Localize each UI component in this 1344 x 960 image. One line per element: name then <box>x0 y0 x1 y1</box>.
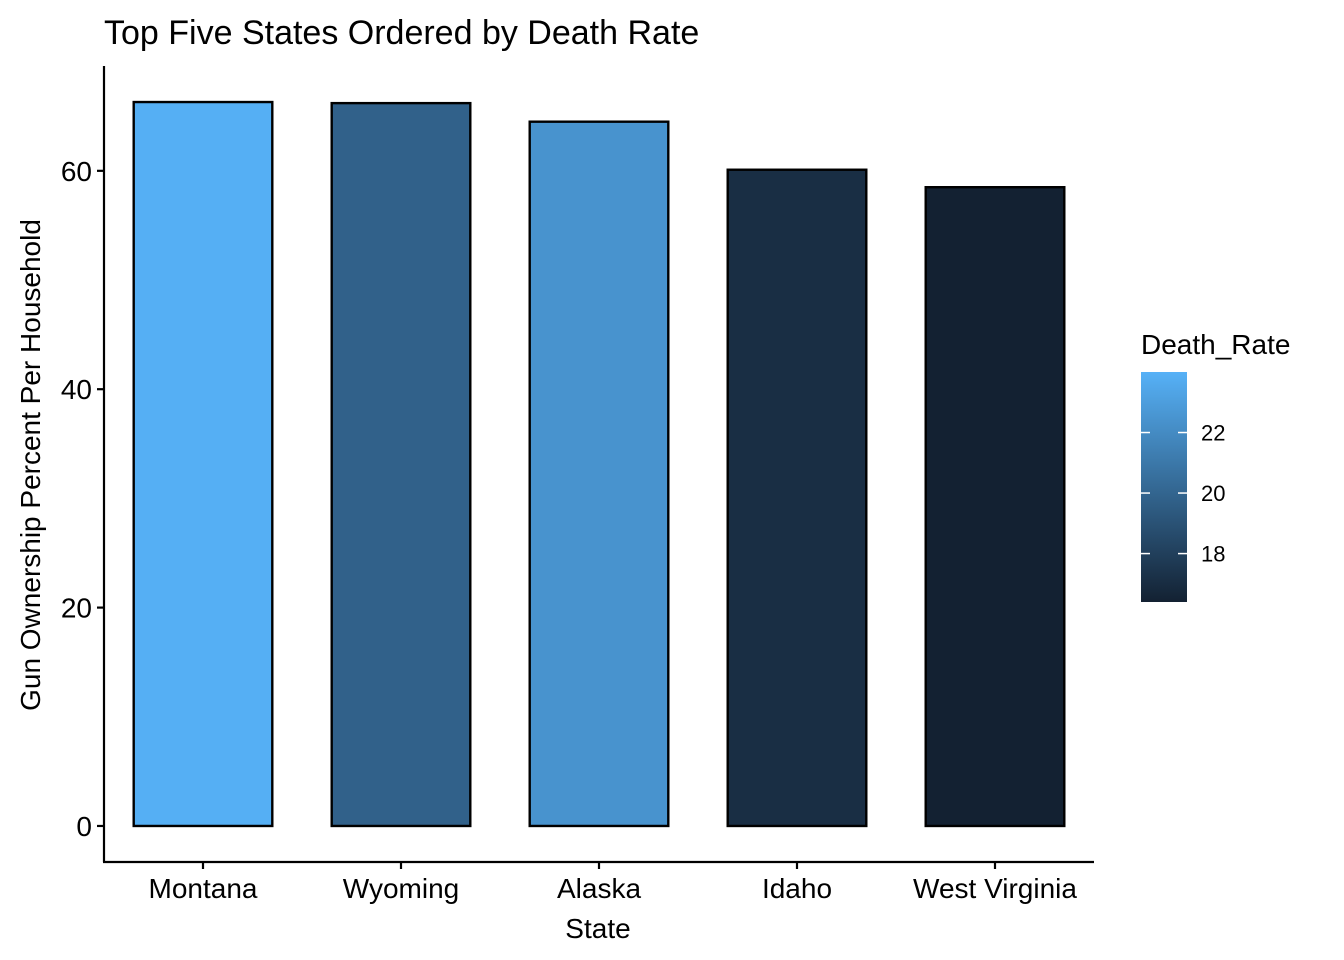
x-tick-label: Wyoming <box>343 873 459 904</box>
legend-colorbar <box>1141 372 1187 602</box>
x-tick-label: Alaska <box>557 873 641 904</box>
bar-wyoming <box>330 101 472 828</box>
legend-tick-label: 18 <box>1201 542 1225 567</box>
y-axis-ticks: 0 20 40 60 <box>61 156 104 842</box>
x-axis-title: State <box>565 913 630 944</box>
x-tick-label: Idaho <box>762 873 832 904</box>
bar-idaho <box>726 168 868 828</box>
x-tick-label: West Virginia <box>913 873 1077 904</box>
bar-alaska <box>528 120 670 828</box>
legend-title: Death_Rate <box>1141 329 1290 360</box>
x-axis-ticks: Montana Wyoming Alaska Idaho West Virginia <box>149 862 1077 904</box>
y-axis-title: Gun Ownership Percent Per Household <box>15 219 46 711</box>
chart-title: Top Five States Ordered by Death Rate <box>104 14 699 52</box>
y-tick-label: 20 <box>61 593 92 624</box>
bars-group <box>132 100 1066 828</box>
bar-montana <box>132 100 274 828</box>
x-tick-label: Montana <box>149 873 258 904</box>
y-tick-label: 60 <box>61 156 92 187</box>
legend-tick-label: 22 <box>1201 421 1225 446</box>
color-legend: Death_Rate 18 20 22 <box>1141 329 1290 602</box>
bar-west-virginia <box>924 186 1066 828</box>
legend-tick-label: 20 <box>1201 481 1225 506</box>
y-tick-label: 40 <box>61 374 92 405</box>
legend-ticks: 18 20 22 <box>1141 421 1225 567</box>
y-tick-label: 0 <box>76 811 92 842</box>
